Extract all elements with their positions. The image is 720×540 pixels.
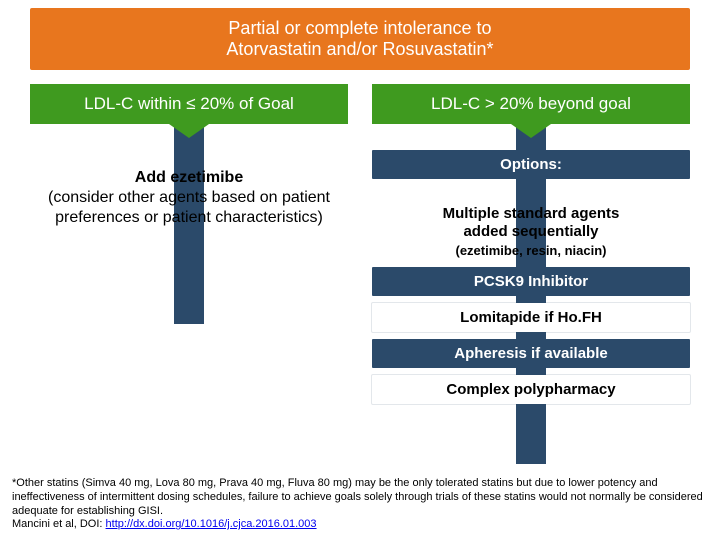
right-options: Options:: [372, 150, 690, 179]
footnote-text: *Other statins (Simva 40 mg, Lova 80 mg,…: [12, 477, 703, 517]
multi-line1: Multiple standard agents: [443, 205, 620, 222]
branch-row: LDL-C within ≤ 20% of Goal Add ezetimibe…: [30, 84, 690, 404]
right-branch-title-text: LDL-C > 20% beyond goal: [431, 94, 631, 113]
left-branch-title: LDL-C within ≤ 20% of Goal: [30, 84, 348, 124]
right-multi: Multiple standard agents added sequentia…: [372, 205, 690, 259]
header-line1: Partial or complete intolerance to: [228, 18, 491, 38]
option-item: Apheresis if available: [372, 339, 690, 368]
left-branch-title-text: LDL-C within ≤ 20% of Goal: [84, 94, 294, 113]
footnote: *Other statins (Simva 40 mg, Lova 80 mg,…: [12, 477, 708, 532]
option-item: PCSK9 Inhibitor: [372, 267, 690, 296]
multi-line2: added sequentially: [463, 223, 598, 240]
left-bold: Add ezetimibe: [135, 169, 243, 186]
left-column: LDL-C within ≤ 20% of Goal Add ezetimibe…: [30, 84, 348, 404]
footnote-link[interactable]: http://dx.doi.org/10.1016/j.cjca.2016.01…: [106, 518, 317, 530]
right-branch-title: LDL-C > 20% beyond goal: [372, 84, 690, 124]
option-item: Lomitapide if Ho.FH: [372, 303, 690, 332]
right-item-list: PCSK9 Inhibitor Lomitapide if Ho.FH Aphere…: [372, 267, 690, 404]
right-column: LDL-C > 20% beyond goal Options: Multipl…: [372, 84, 690, 404]
options-label: Options:: [372, 150, 690, 179]
header-line2: Atorvastatin and/or Rosuvastatin*: [226, 39, 493, 59]
left-branch-body: Add ezetimibe (consider other agents bas…: [30, 168, 348, 228]
multi-sub: (ezetimibe, resin, niacin): [372, 243, 690, 259]
options-label-text: Options:: [500, 156, 562, 173]
footnote-cite-prefix: Mancini et al, DOI:: [12, 518, 106, 530]
header-box: Partial or complete intolerance to Atorv…: [30, 8, 690, 70]
left-rest: (consider other agents based on patient …: [48, 189, 330, 226]
option-item: Complex polypharmacy: [372, 375, 690, 404]
